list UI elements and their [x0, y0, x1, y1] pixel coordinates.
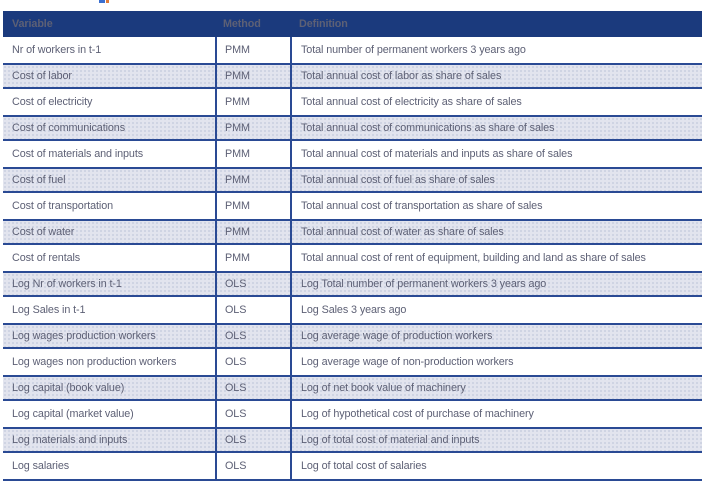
cell-method: OLS	[215, 401, 290, 427]
cell-variable: Log wages production workers	[12, 330, 156, 342]
cell-definition: Total annual cost of electricity as shar…	[290, 89, 702, 115]
table-row: Log wages production workers OLS Log avera…	[3, 323, 702, 349]
table-body: Nr of workers in t-1 PMM Total number of p…	[3, 37, 702, 479]
cell-variable: Cost of rentals	[12, 252, 81, 264]
table-row: Log Nr of workers in t-1 OLS Log Total num…	[3, 271, 702, 297]
cell-definition: Log of total cost of material and inputs	[290, 429, 702, 451]
cell-variable: Cost of communications	[12, 122, 126, 134]
cut-off-title-fragment	[99, 0, 109, 3]
cell-variable: Cost of electricity	[12, 96, 93, 108]
cell-method: OLS	[215, 297, 290, 323]
table-row: Cost of communications PMM Total annual co…	[3, 115, 702, 141]
table-row: Log capital (book value) OLS Log of net bo…	[3, 375, 702, 401]
cell-variable: Cost of fuel	[12, 174, 66, 186]
cell-variable: Cost of labor	[12, 70, 72, 82]
cell-variable: Nr of workers in t-1	[12, 44, 102, 56]
cell-variable: Cost of materials and inputs	[12, 148, 144, 160]
cell-method: PMM	[215, 169, 290, 191]
cell-method: PMM	[215, 89, 290, 115]
cell-method: OLS	[215, 429, 290, 451]
table-row: Nr of workers in t-1 PMM Total number of p…	[3, 37, 702, 63]
cell-variable: Cost of water	[12, 226, 75, 238]
cell-definition: Total number of permanent workers 3 year…	[290, 37, 702, 63]
column-header-method: Method	[223, 18, 261, 30]
cell-method: PMM	[215, 245, 290, 271]
cell-method: OLS	[215, 349, 290, 375]
cell-variable: Log capital (book value)	[12, 382, 125, 394]
cell-definition: Total annual cost of transportation as s…	[290, 193, 702, 219]
cell-method: PMM	[215, 37, 290, 63]
table-header-row: Variable Method Definition	[3, 11, 702, 37]
cell-method: OLS	[215, 273, 290, 295]
cell-definition: Total annual cost of fuel as share of sa…	[290, 169, 702, 191]
cell-method: OLS	[215, 325, 290, 347]
cell-variable: Cost of transportation	[12, 200, 114, 212]
table-row: Log wages non production workers OLS Log a…	[3, 349, 702, 375]
cell-definition: Total annual cost of materials and input…	[290, 141, 702, 167]
column-header-variable: Variable	[12, 18, 53, 30]
table-row: Cost of water PMM Total annual cost of wat…	[3, 219, 702, 245]
table-row: Log capital (market value) OLS Log of hypo…	[3, 401, 702, 427]
cell-variable: Log materials and inputs	[12, 434, 128, 446]
table-row: Cost of materials and inputs PMM Total ann…	[3, 141, 702, 167]
table-row: Log salaries OLS Log of total cost of sala…	[3, 453, 702, 479]
cell-definition: Log of total cost of salaries	[290, 453, 702, 479]
cell-definition: Log of net book value of machinery	[290, 377, 702, 399]
cell-definition: Log Total number of permanent workers 3 …	[290, 273, 702, 295]
cell-definition: Total annual cost of rent of equipment, …	[290, 245, 702, 271]
cell-variable: Log capital (market value)	[12, 408, 134, 420]
cell-method: PMM	[215, 141, 290, 167]
cell-variable: Log Sales in t-1	[12, 304, 86, 316]
table-row: Cost of rentals PMM Total annual cost of r…	[3, 245, 702, 271]
cell-definition: Total annual cost of labor as share of s…	[290, 65, 702, 87]
cell-definition: Total annual cost of communications as s…	[290, 117, 702, 139]
table-row: Cost of fuel PMM Total annual cost of fuel…	[3, 167, 702, 193]
table-row: Cost of transportation PMM Total annual co…	[3, 193, 702, 219]
column-header-definition: Definition	[299, 18, 348, 30]
fragment-mark-blue	[99, 0, 105, 3]
cell-variable: Log wages non production workers	[12, 356, 177, 368]
cell-variable: Log Nr of workers in t-1	[12, 278, 122, 290]
cell-method: PMM	[215, 117, 290, 139]
cell-definition: Log Sales 3 years ago	[290, 297, 702, 323]
table-row: Cost of labor PMM Total annual cost of lab…	[3, 63, 702, 89]
fragment-mark-orange	[106, 0, 109, 3]
cell-method: PMM	[215, 193, 290, 219]
cell-definition: Log average wage of production workers	[290, 325, 702, 347]
cell-definition: Log of hypothetical cost of purchase of …	[290, 401, 702, 427]
variables-definition-table: Variable Method Definition Nr of workers…	[3, 11, 702, 481]
cell-method: OLS	[215, 377, 290, 399]
cell-definition: Total annual cost of water as share of s…	[290, 221, 702, 243]
table-row: Log materials and inputs OLS Log of total …	[3, 427, 702, 453]
cell-method: PMM	[215, 65, 290, 87]
table-row: Log Sales in t-1 OLS Log Sales 3 years ago	[3, 297, 702, 323]
cell-method: OLS	[215, 453, 290, 479]
table-row: Cost of electricity PMM Total annual cost …	[3, 89, 702, 115]
cell-method: PMM	[215, 221, 290, 243]
cell-variable: Log salaries	[12, 460, 70, 472]
cell-definition: Log average wage of non-production worke…	[290, 349, 702, 375]
